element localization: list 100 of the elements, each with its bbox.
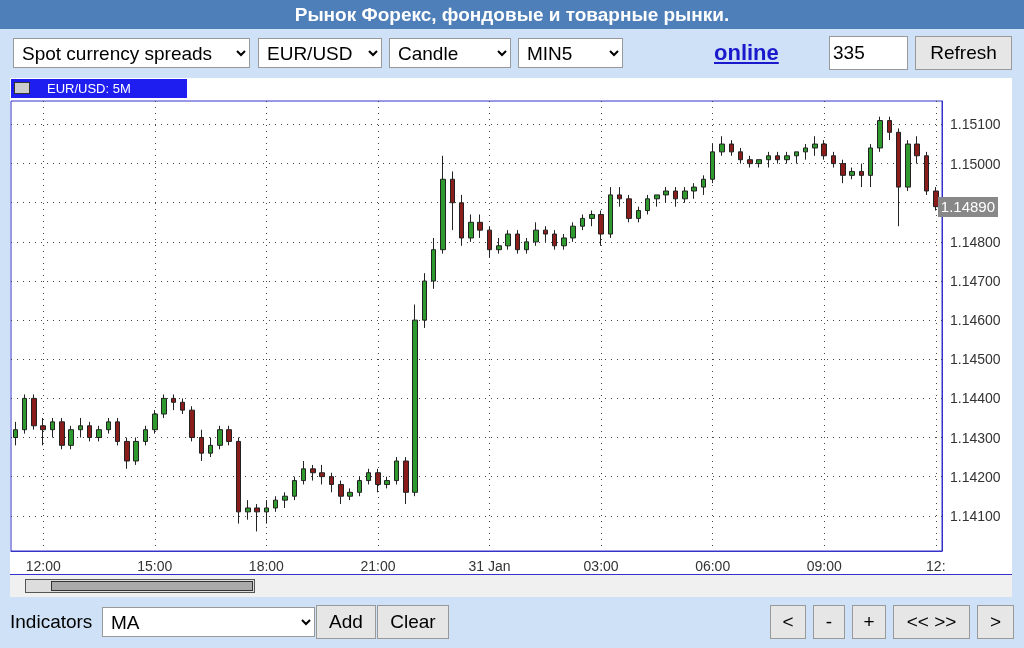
candlestick <box>68 425 74 450</box>
candlestick <box>654 194 660 208</box>
candlestick <box>124 437 130 470</box>
candlestick <box>292 476 297 501</box>
candlestick <box>868 143 873 188</box>
candlestick <box>719 135 725 157</box>
candlestick <box>319 464 325 485</box>
y-tick-label: 1.14600 <box>950 312 1001 329</box>
candlestick <box>226 425 232 446</box>
candlestick <box>171 393 176 411</box>
candlestick <box>133 437 139 466</box>
candlestick <box>199 429 204 462</box>
candlestick <box>766 151 771 169</box>
candlestick <box>347 487 353 501</box>
x-tick-label: 15:00 <box>137 558 173 574</box>
candlestick <box>329 472 334 493</box>
zoom-in-button: + <box>852 605 886 639</box>
candlestick <box>729 139 734 157</box>
candlestick <box>264 499 269 525</box>
candlestick <box>608 186 613 239</box>
candlestick <box>459 194 464 247</box>
candlestick <box>403 456 409 505</box>
x-tick-label: 03:00 <box>583 558 619 574</box>
y-tick-label: 1.14100 <box>950 507 1001 524</box>
candlestick <box>887 116 892 141</box>
candlestick <box>487 225 492 259</box>
candlestick <box>543 225 548 243</box>
candlestick <box>422 272 427 329</box>
candlestick <box>636 206 641 223</box>
candlestick <box>877 116 883 153</box>
candlestick <box>505 229 511 251</box>
timeframe-select: MIN5 <box>518 38 623 68</box>
candlestick <box>87 421 92 442</box>
candlestick <box>803 143 808 161</box>
fit-button: << >> <box>893 605 970 639</box>
annotation: 1.14890 <box>937 196 999 217</box>
chart-type-select: Candle <box>389 38 511 68</box>
candlestick <box>115 417 120 446</box>
x-tick-label: 09:00 <box>806 558 842 574</box>
candlestick <box>533 221 539 247</box>
candlestick <box>375 468 381 493</box>
candlestick <box>738 147 743 165</box>
candlestick <box>626 194 632 223</box>
candlestick <box>784 151 790 165</box>
candlestick <box>161 393 167 419</box>
candlestick <box>794 151 799 165</box>
source-select: Spot currency spreads <box>13 38 250 68</box>
candlestick <box>617 186 622 208</box>
candlestick <box>561 233 567 251</box>
candlestick <box>849 167 855 180</box>
candlestick <box>208 437 213 458</box>
candlestick <box>515 229 520 255</box>
candlestick <box>747 155 753 169</box>
clear-button: Clear <box>377 605 449 639</box>
x-tick-label: 31 Jan <box>468 558 511 574</box>
x-tick-label: 12: <box>926 558 946 574</box>
candlestick <box>598 210 604 247</box>
candlestick <box>236 437 241 525</box>
candlestick <box>189 405 195 442</box>
y-tick-label: 1.14500 <box>950 351 1001 368</box>
candlestick <box>273 495 278 513</box>
pair-select: EUR/USD <box>258 38 382 68</box>
candlestick <box>821 139 827 161</box>
candlestick <box>580 213 585 231</box>
y-tick-label: 1.14700 <box>950 273 1001 289</box>
candlestick <box>682 186 688 204</box>
y-tick-label: 1.14200 <box>950 468 1001 485</box>
candlestick <box>701 174 706 196</box>
candlestick <box>496 237 502 255</box>
back-button: < <box>770 605 806 639</box>
y-tick-label: 1.14800 <box>950 233 1001 250</box>
x-tick-label: 21:00 <box>360 558 396 574</box>
candlestick <box>13 421 18 446</box>
candlestick <box>914 135 920 165</box>
candlestick <box>589 210 595 227</box>
candlestick <box>812 135 818 157</box>
online-link: online <box>714 39 780 67</box>
indicators-label: Indicators <box>10 610 94 634</box>
candlestick <box>775 151 780 165</box>
candlestick <box>40 417 46 446</box>
candlestick <box>663 186 669 204</box>
candlestick <box>217 425 223 450</box>
candlestick <box>552 229 557 251</box>
forward-button: > <box>977 605 1014 639</box>
y-tick-label: 1.14300 <box>950 429 1001 446</box>
candlestick <box>22 393 27 435</box>
indicator-select: MA <box>102 607 315 637</box>
refresh-button: Refresh <box>915 36 1012 70</box>
candlestick <box>301 460 306 485</box>
y-tick-label: 1.15000 <box>950 155 1001 172</box>
candlestick <box>143 425 148 446</box>
candlestick <box>570 221 576 243</box>
candlestick <box>245 499 251 521</box>
candlestick <box>31 393 37 431</box>
candlestick <box>96 425 102 442</box>
candlestick <box>180 397 185 415</box>
candlestick <box>831 151 836 169</box>
candlestick <box>524 237 529 255</box>
count-field: 335 <box>829 36 908 70</box>
candlestick <box>106 417 111 435</box>
